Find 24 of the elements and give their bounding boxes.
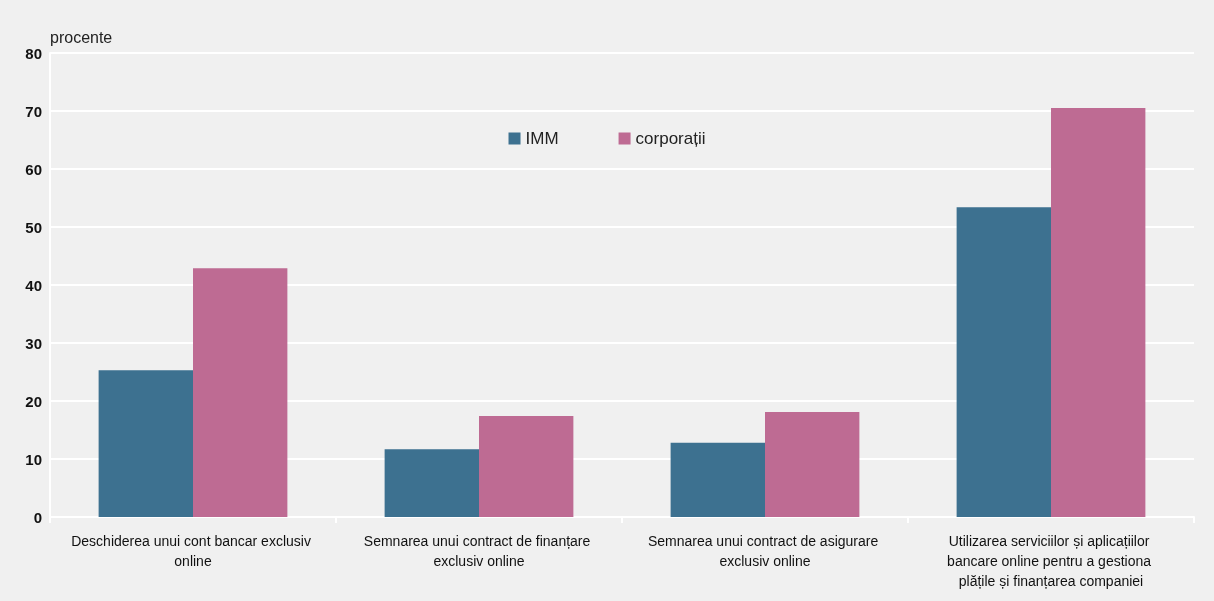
y-tick-label: 40 — [25, 276, 42, 294]
bar — [1051, 108, 1146, 517]
bar — [193, 268, 288, 517]
bar — [670, 442, 765, 517]
bar — [479, 416, 574, 517]
x-tick-label: Deschiderea unui cont bancar exclusiv online — [71, 533, 315, 569]
y-tick-label: 80 — [25, 44, 42, 62]
legend-label: corporații — [635, 129, 706, 148]
x-tick-label: Utilizarea serviciilor și aplicațiilor bancare online pentru a gestiona plățile și finanțarea companiei — [947, 533, 1155, 589]
bar — [765, 412, 860, 517]
y-tick-label: 30 — [25, 334, 42, 352]
bar — [956, 207, 1051, 517]
x-tick-label: Semnarea unui contract de finanțare exclusiv online — [363, 533, 595, 569]
y-tick-label: 0 — [33, 508, 42, 526]
y-tick-label: 20 — [25, 392, 42, 410]
legend-label: IMM — [525, 129, 559, 148]
y-tick-label: 10 — [25, 450, 42, 468]
x-tick-label: Semnarea unui contract de asigurare exclusiv online — [647, 533, 883, 569]
bar — [98, 370, 193, 517]
y-axis-title: procente — [50, 28, 113, 46]
y-tick-label: 50 — [25, 218, 42, 236]
y-tick-label: 60 — [25, 160, 42, 178]
bar — [384, 449, 479, 517]
y-tick-label: 70 — [25, 102, 42, 120]
